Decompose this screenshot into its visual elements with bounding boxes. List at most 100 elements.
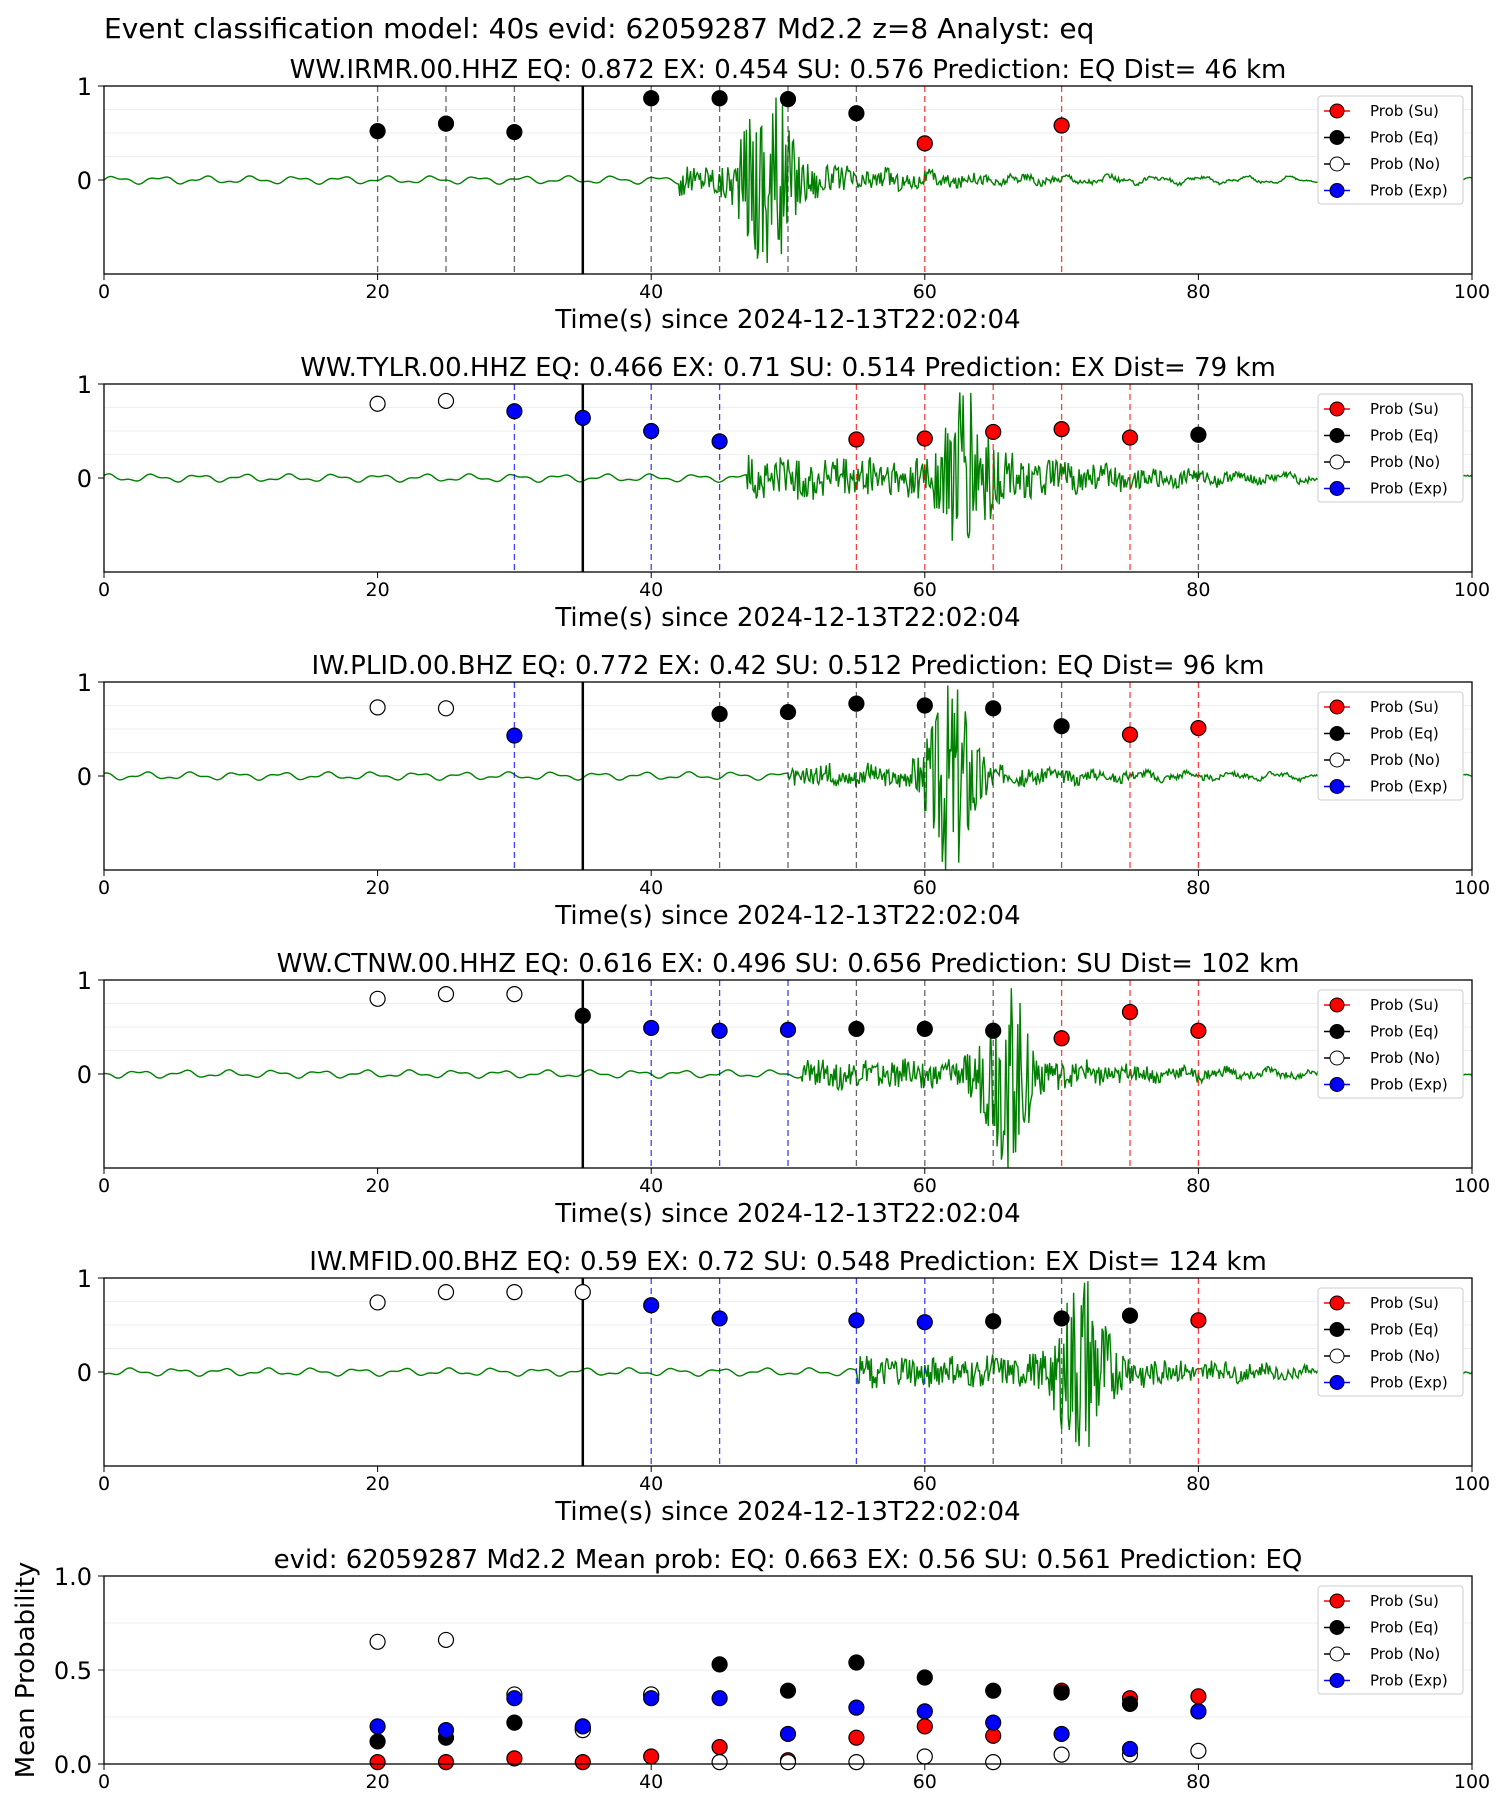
chart-title: WW.IRMR.00.HHZ EQ: 0.872 EX: 0.454 SU: 0… [290,55,1287,85]
x-tick-label: 100 [1454,1175,1490,1197]
mean-probability-point-exp [985,1714,1002,1731]
legend-label-exp: Prob (Exp) [1370,480,1448,498]
x-tick-label: 20 [366,1771,390,1793]
probability-point-eq [437,115,455,132]
probability-point-eq [711,705,728,723]
mean-probability-point-su [437,1754,455,1771]
figure-title: Event classification model: 40s evid: 62… [104,12,1094,45]
probability-point-eq [1053,1310,1070,1327]
mean-probability-point-no [1053,1746,1070,1763]
x-tick-label: 40 [639,1175,663,1197]
probability-point-exp [643,422,660,440]
legend-marker-no [1329,752,1345,768]
legend-marker-su [1329,997,1345,1013]
probability-point-exp [779,1021,797,1038]
mean-probability-point-eq [916,1669,933,1686]
legend-label-eq: Prob (Eq) [1370,129,1439,147]
legend-marker-no [1329,454,1345,470]
y-tick-label: 1 [77,967,92,995]
probability-point-exp [711,1310,728,1327]
probability-point-no [574,1283,591,1301]
probability-point-eq [779,91,797,108]
x-axis-label: Time(s) since 2024-12-13T22:02:04 [554,901,1020,931]
probability-point-no [437,985,455,1003]
mean-probability-point-su [506,1750,523,1767]
y-tick-label: 0 [77,1061,92,1089]
chart-panels: 0 20 40 60 80 100 1 0 WW.IRMR.00.HHZ EQ: 0.872 E… [11,55,1490,1793]
y-tick-label: 1 [77,371,92,399]
legend-label-eq: Prob (Eq) [1370,725,1439,743]
x-tick-label: 100 [1454,579,1490,601]
x-tick-label: 20 [366,1175,390,1197]
legend-marker-su [1329,1295,1345,1311]
probability-point-eq [985,1022,1002,1039]
legend-marker-eq [1329,428,1345,443]
legend-label-su: Prob (Su) [1370,1294,1439,1312]
legend-label-su: Prob (Su) [1370,698,1439,716]
mean-probability-point-su [574,1754,591,1771]
legend-label-no: Prob (No) [1370,1049,1440,1067]
station-panel-4: 0 20 40 60 80 100 1 0 WW.CTNW.00.HHZ EQ: 0.616 E… [77,949,1490,1229]
probability-point-eq [711,90,728,107]
mean-probability-point-eq [848,1654,865,1671]
x-tick-label: 100 [1454,1771,1490,1793]
chart-title: WW.TYLR.00.HHZ EQ: 0.466 EX: 0.71 SU: 0.… [300,353,1276,383]
x-tick-label: 20 [366,1473,390,1495]
y-tick-label: 0.5 [54,1657,92,1685]
x-tick-label: 20 [366,281,390,303]
probability-point-su [1121,429,1139,446]
probability-point-su [916,135,933,152]
probability-point-eq [985,700,1002,717]
y-tick-label: 0 [77,763,92,791]
station-panel-6: 0 20 40 60 80 100 1.0 0.5 0.0 evid: 62059287 Md2.… [11,1545,1490,1793]
probability-point-su [1121,726,1139,743]
legend-label-exp: Prob (Exp) [1370,182,1448,200]
legend-marker-su [1329,699,1345,715]
legend-label-no: Prob (No) [1370,751,1440,769]
mean-probability-point-su [711,1738,728,1756]
probability-point-no [437,392,455,410]
legend-label-exp: Prob (Exp) [1370,1076,1448,1094]
legend-label-eq: Prob (Eq) [1370,1023,1439,1041]
chart-title: evid: 62059287 Md2.2 Mean prob: EQ: 0.66… [274,1545,1303,1575]
legend-label-exp: Prob (Exp) [1370,778,1448,796]
legend-label-exp: Prob (Exp) [1370,1672,1448,1690]
probability-point-exp [711,1022,728,1039]
probability-point-no [506,1283,523,1301]
x-tick-label: 40 [639,281,663,303]
probability-point-no [369,990,386,1007]
mean-probability-point-eq [506,1714,523,1731]
legend-marker-exp [1329,779,1345,794]
legend-marker-no [1329,1646,1345,1662]
x-tick-label: 60 [913,281,937,303]
y-tick-label: 0 [77,465,92,493]
legend-label-eq: Prob (Eq) [1370,1619,1439,1637]
probability-point-eq [916,697,933,714]
waveform-trace [103,392,1473,541]
x-tick-label: 40 [639,579,663,601]
mean-probability-point-no [711,1754,728,1771]
probability-point-exp [643,1297,660,1314]
mean-probability-point-exp [711,1690,728,1707]
waveform-trace [103,1281,1473,1447]
probability-point-exp [916,1314,933,1331]
mean-probability-point-eq [1053,1684,1070,1701]
x-axis-label: Time(s) since 2024-12-13T22:02:04 [554,1199,1020,1229]
mean-probability-point-no [437,1631,455,1649]
legend-box [1317,989,1464,1099]
legend-label-su: Prob (Su) [1370,102,1439,120]
mean-probability-point-su [916,1718,933,1735]
chart-title: WW.CTNW.00.HHZ EQ: 0.616 EX: 0.496 SU: 0… [277,949,1300,979]
legend-box [1317,1585,1464,1695]
x-tick-label: 20 [366,579,390,601]
station-panel-5: 0 20 40 60 80 100 1 0 IW.MFID.00.BHZ EQ: 0.59 EX… [77,1247,1490,1527]
mean-probability-point-eq [779,1682,797,1699]
mean-probability-point-no [779,1754,797,1771]
mean-probability-point-eq [711,1656,728,1673]
mean-probability-point-exp [779,1725,797,1743]
legend-box [1317,95,1464,205]
y-tick-label: 1.0 [54,1563,92,1591]
x-tick-label: 80 [1186,579,1210,601]
legend-marker-eq [1329,1620,1345,1635]
probability-point-su [1190,719,1207,737]
